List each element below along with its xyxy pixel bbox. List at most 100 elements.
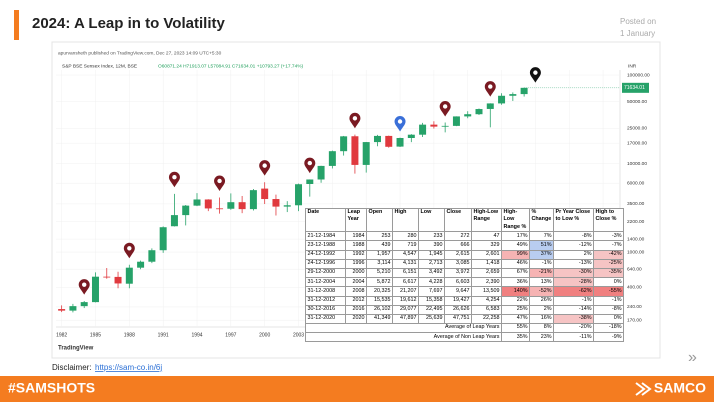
table-cell: 233 <box>418 231 445 242</box>
x-tick-label: 1997 <box>225 332 236 338</box>
table-cell: 2000 <box>345 267 367 279</box>
table-cell: 67% <box>501 267 530 279</box>
table-cell: -25% <box>593 258 624 269</box>
candle-body <box>509 94 517 96</box>
y-tick-label: 100000.00 <box>627 72 650 78</box>
table-cell: 0% <box>593 313 624 325</box>
y-tick-label: 2200.00 <box>627 219 645 225</box>
table-cell: -12% <box>553 240 594 251</box>
table-cell: 19,427 <box>444 295 472 306</box>
table-cell: 29-12-2000 <box>305 267 346 279</box>
table-cell: 1992 <box>345 249 367 260</box>
table-cell: 19,612 <box>392 295 419 306</box>
table-cell: 1988 <box>345 240 367 251</box>
table-cell: 21,207 <box>392 286 419 297</box>
table-cell: 6,617 <box>392 277 419 288</box>
table-cell: -28% <box>553 277 594 288</box>
table-cell: 17% <box>501 231 530 242</box>
table-header-cell: High to Close % <box>593 207 624 233</box>
table-row: 31-12-2012 2012 15,535 19,612 15,358 19,427 4,… <box>305 295 624 306</box>
table-cell: 390 <box>418 240 445 251</box>
summary-cell: -20% <box>553 323 594 334</box>
x-tick-label: 1988 <box>124 332 135 338</box>
table-cell: 6,151 <box>392 267 419 279</box>
event-pin-hole <box>127 246 132 251</box>
table-header-cell: Date <box>305 207 346 233</box>
x-tick-label: 1982 <box>56 332 67 338</box>
table-header-cell: High <box>392 207 419 233</box>
posted-date: 1 January <box>620 29 655 38</box>
chart-ohlc: O60871.24 H71913.07 L57084.91 C71634.01 … <box>158 63 303 69</box>
table-cell: 15,535 <box>366 295 393 306</box>
table-cell: 3,492 <box>418 267 445 279</box>
table-cell: 719 <box>392 240 419 251</box>
table-cell: -52% <box>529 286 554 297</box>
table-cell: 1,945 <box>418 249 445 260</box>
last-price-label: 71634.01 <box>624 85 645 91</box>
table-cell: 1984 <box>345 231 367 242</box>
candle-body <box>362 142 370 165</box>
candle-body <box>430 124 438 127</box>
table-cell: 46% <box>501 258 530 269</box>
table-cell: 329 <box>471 240 502 251</box>
candle-body <box>170 215 178 227</box>
summary-label: Average of Non Leap Years <box>305 332 502 343</box>
table-cell: 4,254 <box>471 295 502 306</box>
table-cell: 29,077 <box>392 304 419 315</box>
chart-publisher: apurvansheth published on TradingView.co… <box>58 50 222 56</box>
table-cell: 2% <box>553 249 594 260</box>
candle-body <box>137 261 145 268</box>
table-cell: 47 <box>471 231 502 242</box>
x-tick-label: 1994 <box>191 332 202 338</box>
table-cell: 9,647 <box>444 286 472 297</box>
footer-hashtag: #SAMSHOTS <box>8 380 95 396</box>
y-tick-label: 640.00 <box>627 266 642 272</box>
candle-body <box>441 125 449 127</box>
table-cell: 4,131 <box>392 258 419 269</box>
table-header-cell: Pr Year Close to Low % <box>553 207 594 233</box>
table-cell: -8% <box>593 304 624 315</box>
table-cell: 4,547 <box>392 249 419 260</box>
table-cell: 7,697 <box>418 286 445 297</box>
currency: INR <box>628 63 637 69</box>
table-cell: 2,601 <box>471 249 502 260</box>
candle-body <box>283 205 291 207</box>
table-cell: 99% <box>501 249 530 260</box>
table-cell: -55% <box>593 286 624 297</box>
table-cell: 1996 <box>345 258 367 269</box>
disclaimer-link[interactable]: https://sam-co.in/6j <box>95 363 162 372</box>
candle-body <box>91 276 99 303</box>
table-header: Date Leap Year Open High Low Close High-Low Ra… <box>305 207 624 233</box>
table-cell: -14% <box>553 304 594 315</box>
candle-body <box>475 109 483 115</box>
event-pin-hole <box>533 70 538 75</box>
candle-body <box>385 135 393 147</box>
candle-body <box>227 202 235 209</box>
candle-body <box>498 95 506 104</box>
candle-body <box>148 250 156 262</box>
y-tick-label: 10000.00 <box>627 161 647 167</box>
candle-body <box>419 124 427 135</box>
next-arrow[interactable]: » <box>688 349 697 366</box>
posted-label: Posted on <box>620 17 656 26</box>
table-cell: 2,615 <box>444 249 472 260</box>
summary-cell: 35% <box>501 332 530 343</box>
table-cell: -30% <box>553 267 594 279</box>
y-tick-label: 400.00 <box>627 285 642 291</box>
tradingview-brand: TradingView <box>58 346 94 352</box>
candle-body <box>80 302 88 307</box>
table-cell: -3% <box>593 231 624 242</box>
table-row: 31-12-2020 2020 41,349 47,897 25,639 47,751 22… <box>305 313 624 325</box>
table-cell: -1% <box>593 295 624 306</box>
candle-body <box>182 205 190 216</box>
event-pin <box>304 157 316 174</box>
page-title: 2024: A Leap in to Volatility <box>32 15 225 32</box>
candle-body <box>69 306 77 311</box>
event-pin-hole <box>397 119 403 124</box>
table-header-cell: High-Low Range <box>471 207 502 233</box>
y-tick-label: 17000.00 <box>627 140 647 146</box>
candle-body <box>238 202 246 210</box>
table-cell: 7% <box>529 231 554 242</box>
table-row: 21-12-1984 1984 253 280 233 272 47 17% 7% -8% -3% <box>305 231 624 242</box>
footer-brand: SAMCO <box>654 380 706 396</box>
